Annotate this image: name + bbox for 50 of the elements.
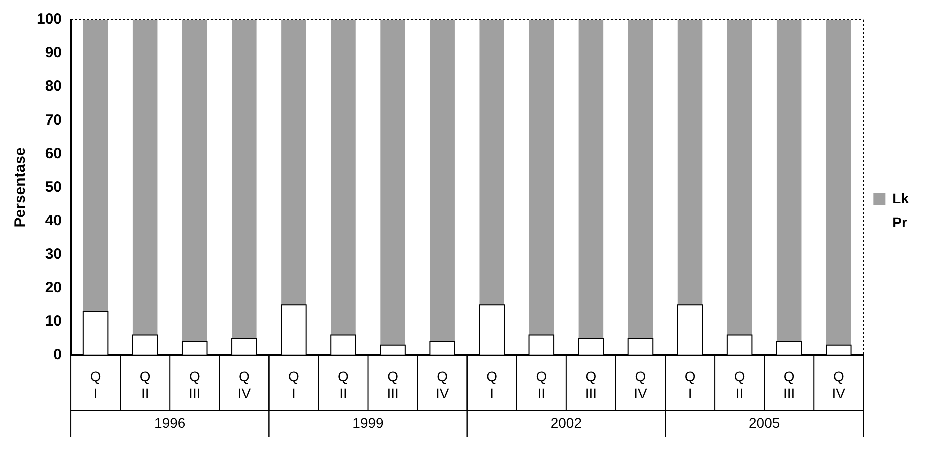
- bar: [282, 20, 306, 306]
- y-tick-label: 10: [45, 313, 62, 330]
- bar: [776, 20, 802, 342]
- text: 2005: [749, 414, 780, 431]
- bar: [678, 20, 703, 306]
- bar: [529, 20, 554, 336]
- x-tick-label: Q IV: [238, 368, 252, 402]
- bar: [826, 20, 852, 346]
- x-tick-label: Q III: [189, 368, 201, 402]
- x-tick-label: Q III: [387, 368, 399, 402]
- text: 1996: [154, 414, 186, 431]
- x-tick-label: Q II: [140, 368, 151, 402]
- bar: [430, 20, 455, 342]
- x-tick-label: Q I: [486, 368, 498, 402]
- legend-label: Lk: [892, 190, 910, 206]
- y-tick-label: 90: [45, 44, 62, 62]
- y-tick-label: 0: [54, 346, 62, 364]
- x-tick-label: Q II: [536, 368, 548, 402]
- text: 2002: [550, 414, 582, 431]
- bar: [182, 20, 208, 342]
- bar: [727, 20, 752, 336]
- bar: [380, 20, 406, 346]
- bar: [132, 20, 158, 336]
- y-tick-label: 30: [45, 246, 62, 263]
- x-tick-label: Q III: [784, 368, 796, 402]
- y-tick-label: 100: [36, 11, 62, 28]
- bar: [628, 20, 654, 339]
- y-tick-label: 70: [45, 112, 62, 129]
- x-tick-label: Q IV: [436, 368, 450, 402]
- x-tick-label: Q IV: [832, 368, 846, 402]
- y-tick-label: 80: [45, 78, 62, 96]
- x-tick-label: Q I: [90, 368, 102, 402]
- bar: [83, 20, 108, 312]
- bar: [232, 20, 257, 339]
- y-tick-label: 20: [45, 279, 62, 296]
- x-tick-label: Q I: [288, 368, 300, 402]
- x-tick-label: Q II: [734, 368, 746, 402]
- y-tick-label: 40: [45, 212, 62, 230]
- y-tick-label: 50: [45, 178, 62, 196]
- x-tick-label: Q III: [585, 368, 598, 402]
- text: 1999: [352, 414, 384, 431]
- y-axis-title: Persentase: [12, 148, 30, 228]
- bar: [578, 20, 604, 339]
- x-tick-label: Q I: [684, 368, 696, 402]
- text: Pr: [892, 214, 908, 230]
- x-tick-label: Q II: [338, 368, 350, 402]
- x-tick-label: Q IV: [634, 368, 648, 402]
- bar: [331, 20, 356, 336]
- y-tick-label: 60: [45, 145, 62, 162]
- bar: [480, 20, 504, 306]
